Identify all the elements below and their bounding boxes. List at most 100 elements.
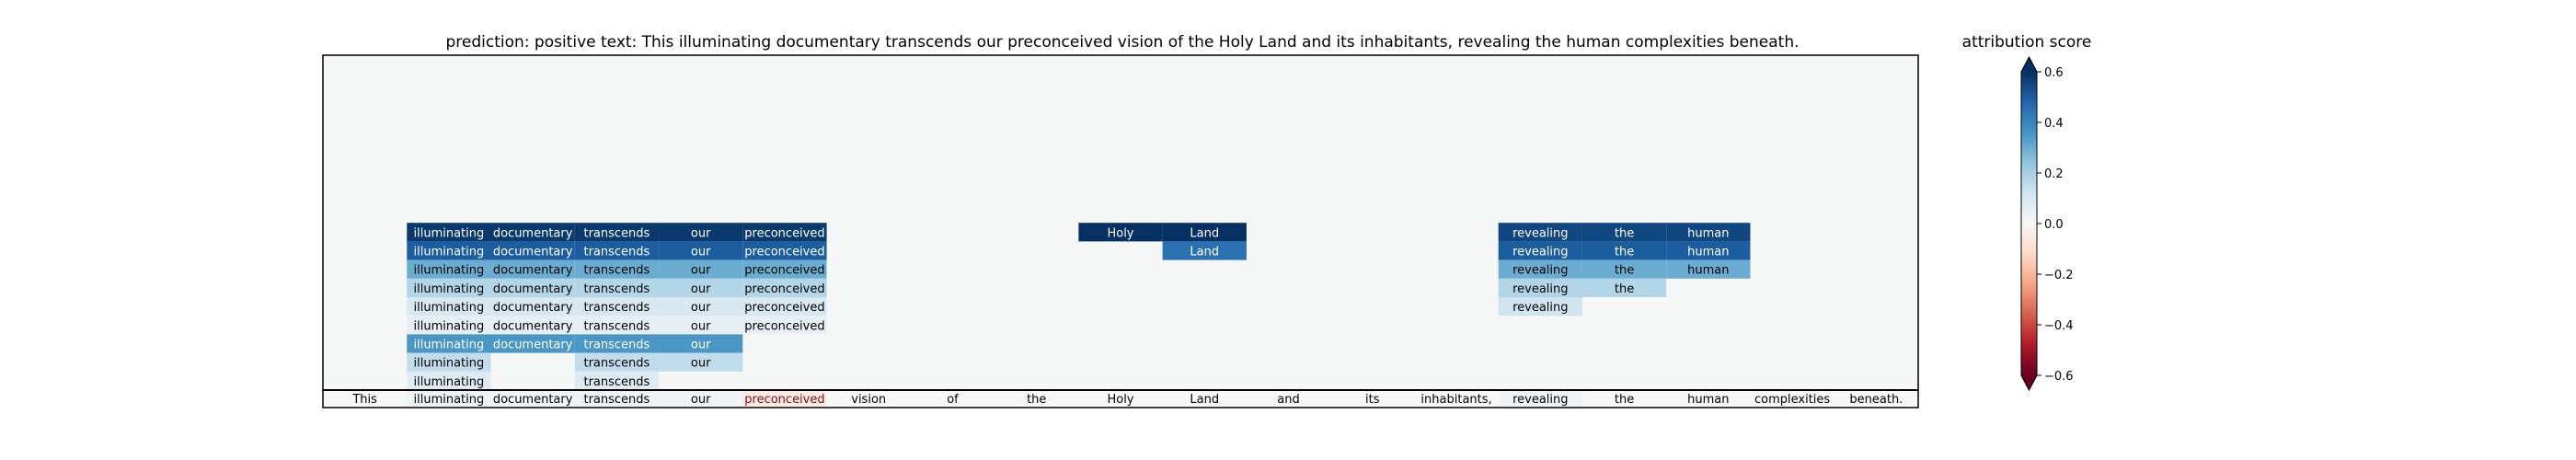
heat-cell bbox=[659, 278, 743, 297]
plot-frame bbox=[322, 54, 1919, 408]
base-token-cell bbox=[1666, 391, 1751, 408]
heat-cell bbox=[490, 316, 575, 335]
base-token-label: complexities bbox=[1754, 393, 1830, 407]
heat-cell bbox=[407, 297, 491, 316]
heat-cell-label: our bbox=[691, 226, 711, 240]
heatmap-plot: illuminating documentary transcends our prec… bbox=[322, 54, 1919, 408]
heat-cell-label: the bbox=[1615, 264, 1634, 278]
base-token-cell bbox=[1330, 391, 1415, 408]
heat-cell bbox=[490, 241, 575, 260]
heat-cell bbox=[1666, 241, 1751, 260]
heat-cell bbox=[574, 223, 660, 242]
heat-cell bbox=[659, 316, 743, 335]
base-token-cell bbox=[659, 391, 743, 408]
base-token-label: revealing bbox=[1512, 393, 1568, 407]
heat-cell bbox=[574, 278, 660, 297]
heat-cell-label: transcends bbox=[583, 357, 650, 371]
base-token-label: human bbox=[1687, 393, 1729, 407]
base-token-label: beneath. bbox=[1849, 393, 1903, 407]
base-token-cell bbox=[1498, 391, 1582, 408]
colorbar-tick-label: −0.4 bbox=[2044, 319, 2074, 333]
heat-cell-label: illuminating bbox=[414, 339, 485, 352]
heat-cell bbox=[407, 259, 491, 279]
heat-cell-label: documentary bbox=[493, 282, 573, 296]
heat-cell bbox=[407, 278, 491, 297]
heat-cell bbox=[742, 278, 827, 297]
base-token-label: illuminating bbox=[414, 393, 485, 407]
heat-cell-label: the bbox=[1615, 282, 1634, 296]
heat-cell bbox=[407, 371, 491, 390]
heat-cell bbox=[742, 316, 827, 335]
heat-cell bbox=[407, 223, 491, 242]
heat-cell-label: the bbox=[1615, 226, 1634, 240]
heat-cell bbox=[1666, 259, 1751, 279]
heat-cell-label: preconceived bbox=[744, 264, 824, 278]
base-token-label: the bbox=[1027, 393, 1046, 407]
base-token-cell bbox=[1246, 391, 1331, 408]
heat-cell-label: illuminating bbox=[414, 319, 485, 333]
heat-cell-label: illuminating bbox=[414, 375, 485, 389]
heat-cell bbox=[574, 297, 660, 316]
heat-cell bbox=[1498, 241, 1582, 260]
base-token-label: documentary bbox=[493, 393, 573, 407]
heat-cell bbox=[574, 241, 660, 260]
heat-cell-label: illuminating bbox=[414, 282, 485, 296]
heat-cell-label: documentary bbox=[493, 226, 573, 240]
chart-title: prediction: positive text: This illumina… bbox=[445, 33, 1799, 52]
colorbar: 0.6 0.4 0.2 0.0 −0.2 −0.4 −0.6 bbox=[2020, 55, 2074, 392]
heat-cell-label: our bbox=[691, 339, 711, 352]
base-token-label: its bbox=[1365, 393, 1380, 407]
base-token-label: inhabitants, bbox=[1420, 393, 1491, 407]
base-token-cell bbox=[910, 391, 995, 408]
heat-cell-label: transcends bbox=[583, 375, 650, 389]
heat-cell bbox=[659, 223, 743, 242]
heat-cell-label: human bbox=[1687, 226, 1729, 240]
heat-cell-label: our bbox=[691, 319, 711, 333]
base-token-cell bbox=[1414, 391, 1499, 408]
heat-cell bbox=[742, 259, 827, 279]
base-token-cell bbox=[407, 391, 491, 408]
base-token-cell bbox=[995, 391, 1079, 408]
heat-cell bbox=[574, 259, 660, 279]
heat-cell-label: preconceived bbox=[744, 226, 824, 240]
heat-cell bbox=[574, 371, 660, 390]
base-token-cell bbox=[574, 391, 660, 408]
heat-cell-label: illuminating bbox=[414, 226, 485, 240]
heat-cell bbox=[659, 241, 743, 260]
heat-cell-label: preconceived bbox=[744, 301, 824, 315]
base-token-label: preconceived bbox=[744, 393, 824, 407]
heat-cell-label: our bbox=[691, 246, 711, 259]
heat-cell bbox=[407, 241, 491, 260]
base-token-label: the bbox=[1615, 393, 1634, 407]
base-token-label: transcends bbox=[583, 393, 650, 407]
heat-cell bbox=[742, 223, 827, 242]
heat-cell bbox=[490, 223, 575, 242]
heat-cell-label: our bbox=[691, 282, 711, 296]
base-token-cell bbox=[490, 391, 575, 408]
colorbar-tick-label: 0.6 bbox=[2044, 66, 2064, 80]
base-token-cell bbox=[1162, 391, 1247, 408]
heat-cell-label: documentary bbox=[493, 319, 573, 333]
heat-cell-label: transcends bbox=[583, 319, 650, 333]
heat-cell-label: documentary bbox=[493, 301, 573, 315]
heat-cell bbox=[1498, 297, 1582, 316]
heat-cell-label: documentary bbox=[493, 246, 573, 259]
colorbar-gradient bbox=[2021, 72, 2037, 375]
heat-cell-label: the bbox=[1615, 246, 1634, 259]
heat-cell-label: human bbox=[1687, 246, 1729, 259]
heat-cell bbox=[490, 297, 575, 316]
heat-cell-label: documentary bbox=[493, 339, 573, 352]
base-token-cell bbox=[826, 391, 911, 408]
heat-cell bbox=[407, 334, 491, 353]
heat-cell-label: illuminating bbox=[414, 357, 485, 371]
heat-cell bbox=[1498, 223, 1582, 242]
base-token-cell bbox=[323, 391, 408, 408]
heat-cell-label: transcends bbox=[583, 301, 650, 315]
heat-cell bbox=[1581, 278, 1667, 297]
heat-cell-label: revealing bbox=[1512, 264, 1568, 278]
heat-cell bbox=[1498, 259, 1582, 279]
heat-cell-label: documentary bbox=[493, 264, 573, 278]
heat-cell bbox=[1162, 223, 1247, 242]
heat-cell-label: revealing bbox=[1512, 301, 1568, 315]
heat-cell bbox=[490, 334, 575, 353]
